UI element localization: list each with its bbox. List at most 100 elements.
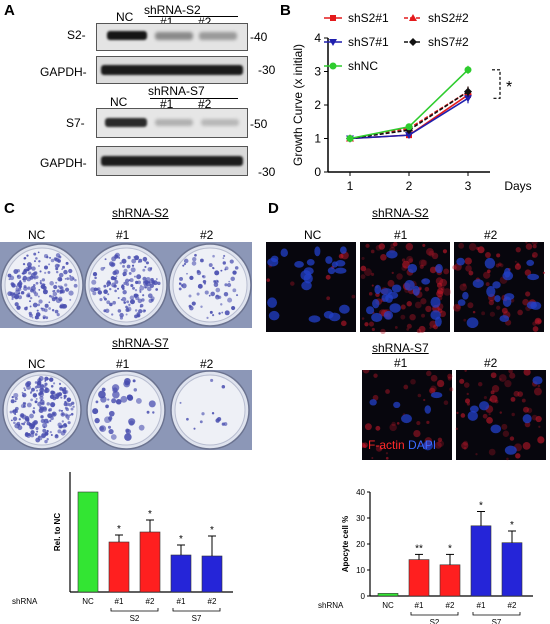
colony (18, 418, 21, 421)
if-nucleus (335, 260, 346, 267)
if-factin-signal (426, 370, 432, 377)
colony (105, 308, 110, 313)
colony (38, 260, 41, 263)
if-s7-group-label: shRNA-S7 (372, 341, 429, 355)
colony (120, 395, 128, 403)
if-factin-signal (326, 296, 331, 301)
colony (42, 316, 46, 320)
colony (26, 421, 31, 426)
colony (125, 428, 130, 433)
colony (50, 258, 55, 263)
colony (64, 283, 68, 287)
if-factin-signal (360, 265, 367, 272)
colony (206, 316, 209, 319)
colony (188, 294, 192, 298)
colony (53, 284, 58, 290)
if-nucleus (380, 288, 393, 295)
series-point (464, 66, 472, 74)
blot-s2-lane-nc: NC (116, 10, 134, 24)
if-factin-signal (506, 457, 509, 461)
colony (138, 258, 143, 263)
if-legend-dapi: DAPI (408, 438, 437, 452)
if-factin-signal (379, 447, 382, 451)
colony (41, 278, 46, 282)
colony (122, 274, 125, 277)
if-factin-signal (542, 271, 545, 274)
colony (125, 313, 128, 316)
if-nucleus (331, 261, 338, 268)
colony (61, 268, 64, 271)
if-factin-signal (487, 269, 491, 274)
colony (14, 413, 17, 416)
colony (22, 275, 28, 281)
if-factin-signal (368, 292, 373, 296)
colony (50, 390, 55, 395)
if-factin-signal (534, 317, 542, 325)
colony (39, 282, 43, 285)
colony (22, 422, 26, 426)
if-factin-signal (447, 373, 453, 379)
colony (103, 284, 107, 288)
if-nucleus (314, 246, 321, 257)
colony (113, 254, 119, 259)
colony (46, 429, 49, 433)
if-factin-signal (488, 448, 496, 456)
y-tick-label: 0 (361, 592, 366, 601)
x-axis-label: Days (504, 179, 531, 193)
if-factin-signal (514, 260, 517, 263)
colony (107, 398, 110, 401)
if-factin-signal (414, 301, 422, 309)
if-factin-signal (392, 242, 398, 247)
colony (144, 265, 147, 269)
colony (11, 396, 14, 399)
colony (24, 306, 28, 311)
colony (32, 302, 38, 308)
colony (44, 439, 48, 444)
colony (194, 253, 197, 257)
y-tick-label: 0 (314, 165, 321, 179)
colony (40, 384, 45, 388)
y-tick-label: 30 (356, 514, 365, 523)
colony (52, 291, 58, 297)
colony (36, 389, 39, 392)
colony (109, 302, 113, 307)
colony (123, 268, 128, 273)
colony-s2-label-nc: NC (28, 228, 46, 242)
if-factin-signal (449, 387, 454, 392)
colony (23, 286, 28, 291)
group-label: S7 (492, 618, 502, 624)
if-nucleus (435, 263, 443, 274)
colony (113, 284, 117, 288)
if-factin-signal (532, 252, 538, 258)
x-tick-label: #1 (177, 597, 186, 606)
colony (29, 305, 32, 308)
if-factin-signal (439, 278, 448, 287)
colony (142, 256, 148, 262)
blot-s2-control-label: GAPDH- (40, 65, 87, 79)
group-label: S2 (130, 614, 140, 623)
if-factin-signal (513, 390, 520, 397)
bar (408, 559, 430, 597)
if-factin-signal (416, 420, 421, 426)
colony (48, 307, 51, 310)
x-tick-label: #2 (208, 597, 217, 606)
colony-s7-group-label: shRNA-S7 (112, 336, 169, 350)
if-factin-signal (466, 392, 469, 396)
colony (26, 276, 32, 282)
colony (230, 276, 235, 282)
colony (74, 278, 77, 282)
if-factin-signal (532, 326, 539, 332)
if-nucleus (486, 285, 496, 297)
colony (34, 400, 38, 404)
colony (139, 305, 142, 308)
if-factin-signal (364, 322, 369, 327)
if-factin-signal (524, 269, 532, 276)
colony (63, 394, 67, 398)
if-factin-signal (375, 244, 382, 251)
if-factin-signal (364, 423, 372, 431)
colony (46, 402, 51, 406)
colony (35, 257, 38, 260)
colony (48, 301, 51, 304)
if-factin-signal (468, 270, 474, 276)
if-factin-signal (380, 328, 386, 334)
